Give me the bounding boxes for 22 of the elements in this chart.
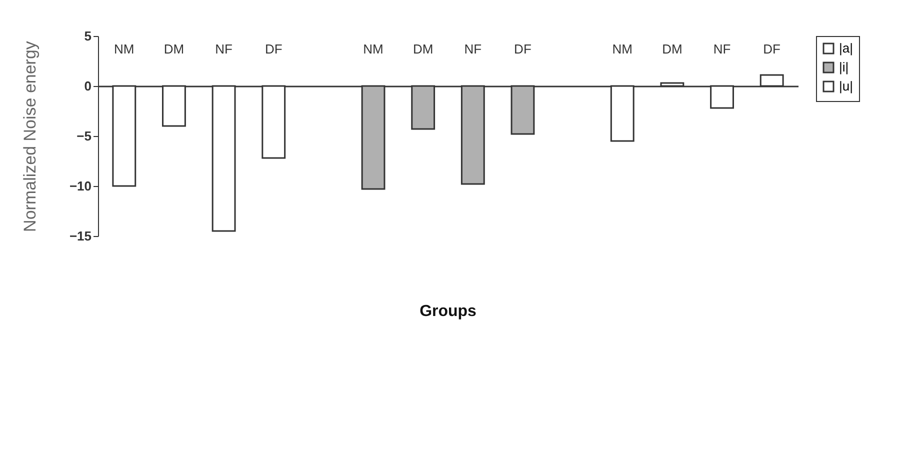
x-tick-label: NM <box>612 42 632 56</box>
x-tick-label: DM <box>662 42 682 56</box>
x-tick-label: NM <box>114 42 134 56</box>
y-axis-title: Normalized Noise energy <box>20 40 40 232</box>
x-tick-label: DM <box>164 42 184 56</box>
x-tick-label: DF <box>514 42 532 56</box>
x-tick-label: NF <box>464 42 482 56</box>
x-tick-label: DF <box>264 42 282 56</box>
x-axis-title: Groups <box>420 303 477 320</box>
x-tick-label: NF <box>215 42 233 56</box>
y-tick-label: 5 <box>84 28 92 44</box>
y-tick-label: 0 <box>84 78 92 94</box>
x-tick-label: DM <box>412 42 434 56</box>
x-tick-label: NM <box>363 42 384 56</box>
x-tick-label: DF <box>763 42 781 56</box>
legend-label: |a| <box>839 40 853 56</box>
y-tick-label: −10 <box>69 178 92 194</box>
y-tick-label: −15 <box>69 228 92 244</box>
legend-label: |u| <box>839 78 853 94</box>
y-tick-label: −5 <box>76 128 92 144</box>
legend-label: |i| <box>839 60 849 74</box>
x-tick-label: NF <box>713 42 731 56</box>
